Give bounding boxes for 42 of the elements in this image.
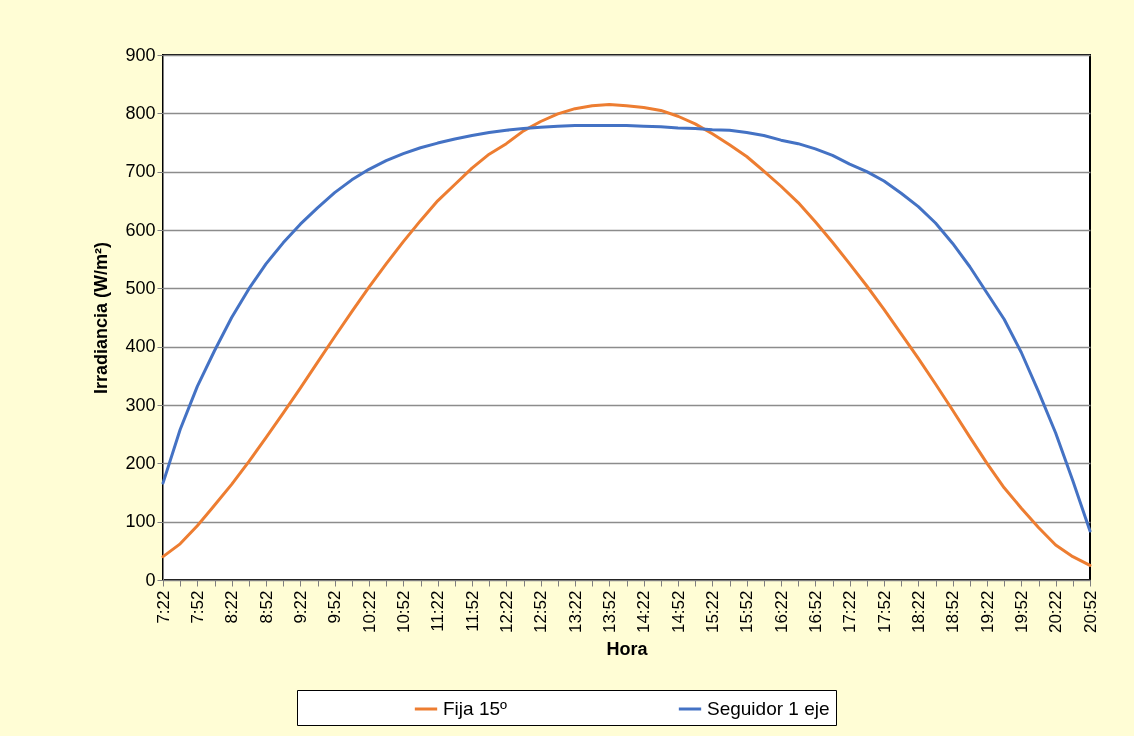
x-tick-label: 10:52 bbox=[393, 590, 413, 634]
x-tick-label: 15:52 bbox=[737, 590, 757, 634]
x-tick-label: 14:22 bbox=[634, 590, 654, 634]
x-tick-label: 18:22 bbox=[908, 590, 928, 634]
y-tick-label: 100 bbox=[125, 511, 156, 532]
x-tick-label: 20:52 bbox=[1080, 590, 1100, 634]
x-tick-label: 8:52 bbox=[256, 590, 276, 624]
x-tick-label: 12:22 bbox=[496, 590, 516, 634]
x-tick-label: 17:22 bbox=[840, 590, 860, 634]
x-axis-title: Hora bbox=[606, 639, 649, 660]
y-tick-label: 900 bbox=[125, 44, 156, 65]
x-tick-label: 12:52 bbox=[531, 590, 551, 634]
x-tick-label: 7:52 bbox=[187, 590, 207, 624]
y-tick-label: 200 bbox=[125, 452, 156, 473]
y-tick-label: 500 bbox=[125, 277, 156, 298]
x-tick-label: 7:22 bbox=[153, 590, 173, 624]
y-tick-label: 700 bbox=[125, 161, 156, 182]
x-tick-label: 9:52 bbox=[325, 590, 345, 624]
x-tick-label: 19:22 bbox=[977, 590, 997, 634]
y-axis-title: Irradiancia (W/m²) bbox=[91, 241, 112, 395]
x-tick-label: 8:22 bbox=[222, 590, 242, 624]
x-tick-label: 17:52 bbox=[874, 590, 894, 634]
x-tick-label: 9:22 bbox=[290, 590, 310, 624]
x-tick-label: 14:52 bbox=[668, 590, 688, 634]
x-tick-label: 11:22 bbox=[428, 590, 448, 632]
legend-label: Fija 15º bbox=[443, 698, 508, 719]
x-tick-label: 11:52 bbox=[462, 590, 482, 632]
x-tick-label: 18:52 bbox=[943, 590, 963, 634]
y-tick-label: 800 bbox=[125, 102, 156, 123]
x-tick-label: 15:22 bbox=[702, 590, 722, 634]
legend-label: Seguidor 1 eje bbox=[707, 698, 830, 719]
y-tick-label: 400 bbox=[125, 336, 156, 357]
y-tick-label: 0 bbox=[145, 569, 156, 590]
x-tick-label: 13:22 bbox=[565, 590, 585, 634]
x-tick-label: 16:22 bbox=[771, 590, 791, 634]
x-tick-label: 19:52 bbox=[1011, 590, 1031, 634]
x-tick-label: 10:22 bbox=[359, 590, 379, 634]
y-tick-label: 600 bbox=[125, 219, 156, 240]
y-tick-label: 300 bbox=[125, 394, 156, 415]
x-tick-label: 20:22 bbox=[1046, 590, 1066, 634]
x-tick-label: 16:52 bbox=[805, 590, 825, 634]
x-tick-label: 13:52 bbox=[599, 590, 619, 634]
